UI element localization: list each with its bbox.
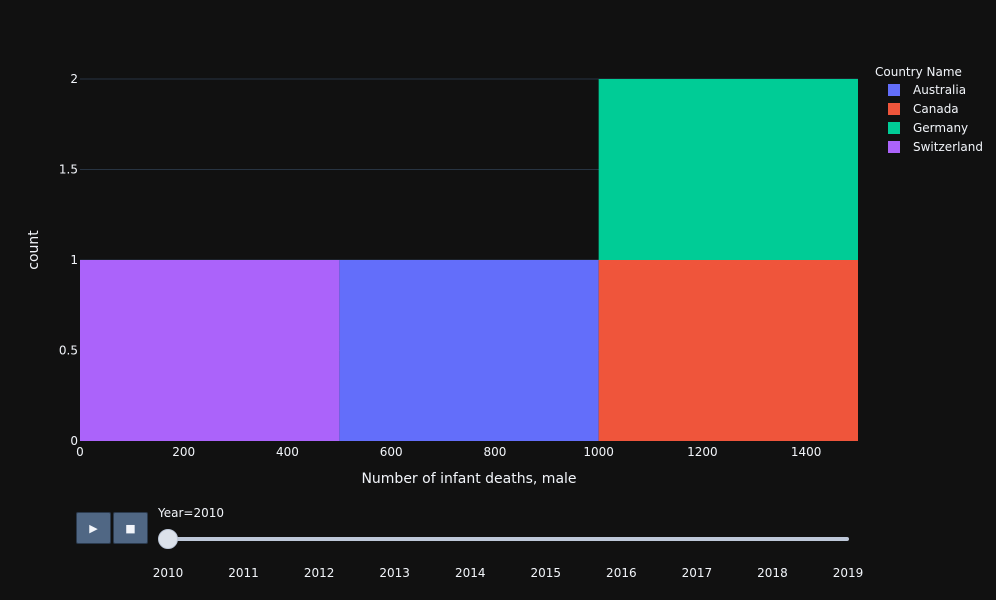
play-button[interactable]: ▶	[76, 512, 111, 544]
year-slider-track[interactable]	[168, 537, 849, 541]
y-axis-title: count	[26, 230, 42, 270]
x-tick-label: 0	[76, 445, 84, 459]
slider-step-2014[interactable]: 2014	[454, 566, 486, 580]
legend-item-australia[interactable]: Australia	[888, 83, 966, 97]
legend-swatch	[888, 84, 900, 96]
legend-title: Country Name	[875, 65, 962, 79]
x-tick-label: 1400	[791, 445, 822, 459]
legend-label: Canada	[913, 102, 959, 116]
bar-switzerland[interactable]	[80, 260, 340, 441]
slider-step-2018[interactable]: 2018	[757, 566, 788, 580]
legend: Country Name Australia Canada Germany Switz…	[875, 65, 983, 154]
slider-step-2012[interactable]: 2012	[303, 566, 335, 580]
slider-step-2019[interactable]: 2019	[832, 566, 864, 580]
legend-item-germany[interactable]: Germany	[888, 121, 968, 135]
legend-label: Australia	[913, 83, 966, 97]
stop-icon: ■	[125, 521, 136, 535]
legend-item-canada[interactable]: Canada	[888, 102, 959, 116]
x-tick-label: 1200	[687, 445, 718, 459]
x-tick-label: 1000	[583, 445, 614, 459]
y-tick-label: 0.5	[59, 344, 78, 358]
y-axis-ticks: 0 0.5 1 1.5 2	[59, 72, 78, 448]
x-axis-ticks: 0 200 400 600 800 1000 1200 1400	[76, 445, 821, 459]
legend-swatch	[888, 103, 900, 115]
legend-label: Germany	[913, 121, 968, 135]
histogram-chart: 0 200 400 600 800 1000 1200 1400 0 0.5 1 1.5 2 Numb…	[26, 65, 983, 487]
slider-step-2016[interactable]: 2016	[606, 566, 637, 580]
x-axis-title: Number of infant deaths, male	[361, 471, 576, 487]
slider-step-2011[interactable]: 2011	[228, 566, 259, 580]
bar-germany[interactable]	[598, 79, 858, 260]
slider-step-2010[interactable]: 2010	[152, 566, 184, 580]
bars	[80, 79, 858, 441]
year-slider-handle[interactable]	[158, 529, 178, 549]
stop-button[interactable]: ■	[113, 512, 148, 544]
y-tick-label: 1	[70, 253, 78, 267]
legend-item-switzerland[interactable]: Switzerland	[888, 140, 983, 154]
slider-step-2013[interactable]: 2013	[379, 566, 410, 580]
x-tick-label: 600	[380, 445, 403, 459]
x-tick-label: 200	[172, 445, 195, 459]
x-tick-label: 400	[276, 445, 299, 459]
slider-step-2017[interactable]: 2017	[681, 566, 713, 580]
y-tick-label: 0	[70, 434, 78, 448]
play-icon: ▶	[89, 521, 98, 535]
bar-canada[interactable]	[598, 260, 858, 441]
y-tick-label: 2	[70, 72, 78, 86]
legend-swatch	[888, 122, 900, 134]
bar-australia[interactable]	[339, 260, 599, 441]
legend-label: Switzerland	[913, 140, 983, 154]
slider-step-2015[interactable]: 2015	[530, 566, 562, 580]
y-tick-label: 1.5	[59, 163, 78, 177]
slider-current-value: Year=2010	[158, 506, 224, 520]
x-tick-label: 800	[483, 445, 506, 459]
legend-swatch	[888, 141, 900, 153]
